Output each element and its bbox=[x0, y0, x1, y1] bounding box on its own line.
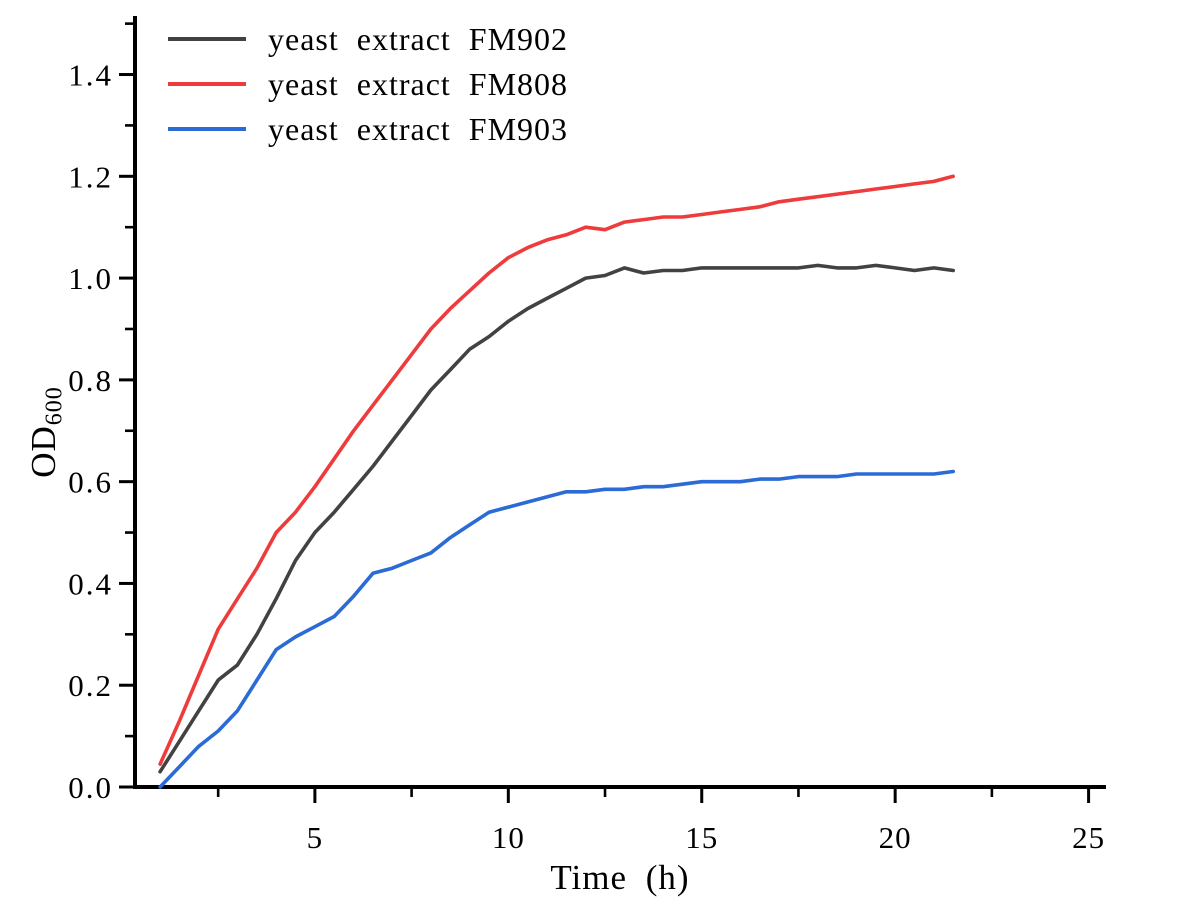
x-tick-label: 10 bbox=[492, 820, 525, 855]
legend-label-fm808: yeast extract FM808 bbox=[268, 65, 569, 102]
series-line-0 bbox=[158, 263, 956, 774]
legend-label-fm903: yeast extract FM903 bbox=[268, 110, 569, 147]
y-tick-label: 0.2 bbox=[68, 668, 113, 703]
x-tick-label: 20 bbox=[879, 820, 912, 855]
y-tick-label: 1.2 bbox=[68, 159, 113, 194]
y-axis-title-main: OD bbox=[24, 425, 63, 478]
y-tick-label: 1.4 bbox=[68, 58, 113, 93]
y-axis-title: OD600 bbox=[24, 386, 68, 478]
y-tick-label: 0.0 bbox=[68, 770, 113, 805]
y-axis-title-subscript: 600 bbox=[41, 386, 68, 426]
legend-item-fm903: yeast extract FM903 bbox=[168, 106, 568, 151]
x-tick-label: 25 bbox=[1072, 820, 1105, 855]
legend-line-sample-fm808 bbox=[168, 81, 246, 86]
y-tick-label: 0.6 bbox=[68, 465, 113, 500]
x-tick-label: 5 bbox=[307, 820, 324, 855]
x-tick-label: 15 bbox=[685, 820, 718, 855]
x-axis-title: Time (h) bbox=[550, 858, 690, 897]
legend: yeast extract FM902 yeast extract FM808 … bbox=[168, 16, 568, 151]
y-tick-label: 1.0 bbox=[68, 261, 113, 296]
legend-item-fm902: yeast extract FM902 bbox=[168, 16, 568, 61]
y-tick-label: 0.8 bbox=[68, 363, 113, 398]
legend-label-fm902: yeast extract FM902 bbox=[268, 20, 569, 57]
legend-line-sample-fm903 bbox=[168, 126, 246, 131]
series-line-1 bbox=[158, 174, 956, 766]
y-tick-label: 0.4 bbox=[68, 566, 113, 601]
legend-item-fm808: yeast extract FM808 bbox=[168, 61, 568, 106]
series-line-2 bbox=[158, 469, 956, 789]
legend-line-sample-fm902 bbox=[168, 36, 246, 41]
